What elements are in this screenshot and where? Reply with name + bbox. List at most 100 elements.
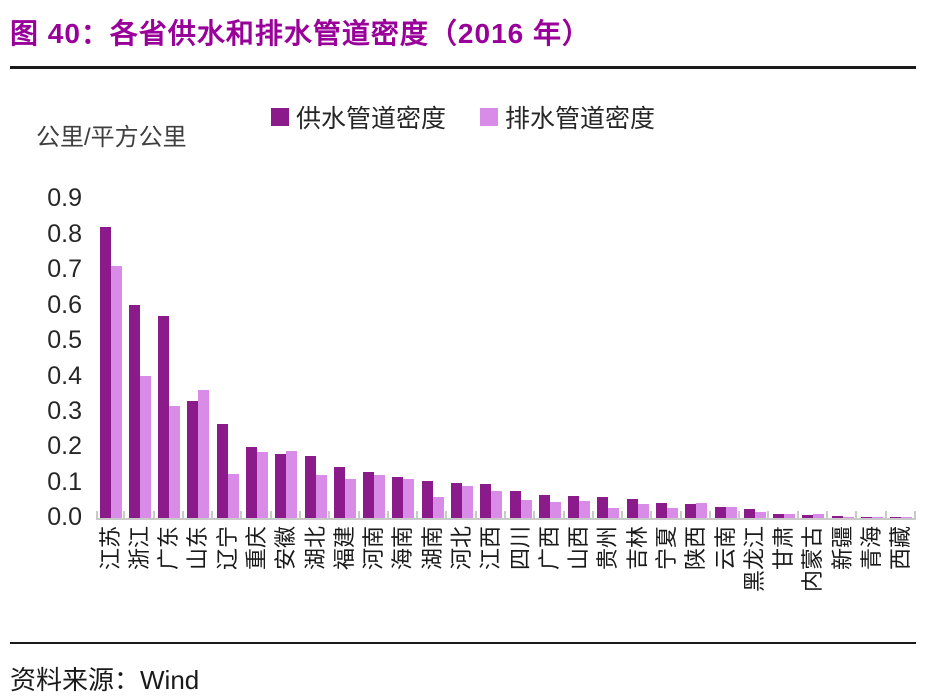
x-tick-label: 福建 [331, 526, 357, 571]
bar-group [799, 199, 829, 518]
bar [304, 455, 316, 518]
bar [275, 454, 287, 518]
bar [784, 513, 796, 518]
bar [773, 514, 785, 518]
bar [509, 491, 521, 518]
bar [315, 475, 327, 518]
bar-group [740, 199, 770, 518]
bar-group [477, 199, 507, 518]
x-tick-label: 西藏 [888, 526, 914, 571]
bar-group [447, 199, 477, 518]
bar [597, 496, 609, 518]
bar-group [272, 199, 302, 518]
x-tick-label: 重庆 [244, 526, 270, 571]
bar [139, 376, 151, 518]
source-label: 资料来源： [10, 666, 141, 695]
bar [421, 480, 433, 518]
y-tick-label: 0.0 [47, 503, 82, 532]
bar [480, 484, 492, 518]
x-axis-labels: 江苏 浙江 广东 山东 辽宁 重庆 安徽 湖北 福建 河南 海南 湖南 河北 江西 四川 广西 山西 贵州 吉林 宁夏… [96, 520, 916, 632]
bar [227, 473, 239, 518]
bar [344, 479, 356, 518]
source-divider [10, 642, 916, 644]
x-tick-label: 广东 [156, 526, 182, 571]
x-tick-label: 宁夏 [653, 526, 679, 571]
x-tick-label: 山东 [185, 526, 211, 571]
bar-group [96, 199, 126, 518]
bar-group [857, 199, 887, 518]
x-tick-label: 黑龙江 [741, 526, 767, 593]
bar-group [360, 199, 390, 518]
bar [363, 471, 375, 518]
bar [198, 390, 210, 518]
bar-group [887, 199, 917, 518]
source-value: Wind [140, 665, 200, 695]
bar-group [418, 199, 448, 518]
bar-group [565, 199, 595, 518]
bar [520, 500, 532, 518]
bar [637, 503, 649, 518]
bar [568, 495, 580, 518]
bar-group [652, 199, 682, 518]
bar [860, 516, 872, 518]
y-axis-unit-label: 公里/平方公里 [36, 124, 187, 151]
bar [403, 479, 415, 518]
bar [538, 494, 550, 518]
plot-wrap: 0.9 0.8 0.7 0.6 0.5 0.4 0.3 0.2 0.1 0.0 江苏 浙江 广东 山东辽… [10, 184, 917, 632]
bar [333, 466, 345, 518]
x-tick-label: 云南 [712, 526, 738, 571]
supply-series-label: 供水管道密度 [295, 105, 446, 133]
bar [158, 315, 170, 518]
bar [451, 482, 463, 518]
x-tick-label: 新疆 [829, 526, 855, 571]
x-tick-label: 陕西 [683, 526, 709, 571]
bar-chart: 公里/平方公里 供水管道密度 排水管道密度 0.9 0.8 0.7 0.6 0.5 0.4… [10, 77, 917, 632]
bar [608, 508, 620, 518]
bar-group [242, 199, 272, 518]
bar [714, 507, 726, 518]
bar [549, 502, 561, 518]
x-tick-label: 河南 [361, 526, 387, 571]
bar [99, 227, 111, 518]
y-tick-label: 0.2 [47, 432, 82, 461]
bar [187, 401, 199, 518]
x-tick-label: 江西 [478, 526, 504, 571]
bar-group [506, 199, 536, 518]
x-tick-label: 甘肃 [771, 526, 797, 571]
x-tick-label: 山西 [566, 526, 592, 571]
y-tick-label: 0.7 [47, 255, 82, 284]
figure-title: 图 40：各省供水和排水管道密度（2016 年） [10, 18, 591, 49]
legend-item-supply: 供水管道密度 [270, 99, 446, 135]
bar [432, 496, 444, 518]
title-divider [10, 66, 916, 69]
bar-group [682, 199, 712, 518]
bar [110, 266, 122, 518]
bar [655, 503, 667, 518]
x-tick-label: 内蒙古 [800, 526, 826, 593]
chart-legend: 供水管道密度 排水管道密度 [10, 77, 916, 135]
bar [802, 515, 814, 518]
figure-page: 图 40：各省供水和排水管道密度（2016 年） 公里/平方公里 供水管道密度 … [10, 18, 917, 695]
bar [257, 452, 269, 518]
plot-area [96, 199, 917, 520]
bar [392, 477, 404, 518]
bar [725, 507, 737, 518]
source-row: 资料来源：Wind [10, 652, 916, 697]
bar-group [711, 199, 741, 518]
x-tick-label: 湖南 [419, 526, 445, 571]
bar [754, 512, 766, 518]
bar [216, 424, 228, 518]
bar-group [155, 199, 185, 518]
bar-group [330, 199, 360, 518]
bar [246, 447, 258, 518]
x-tick-label: 安徽 [273, 526, 299, 571]
bar [626, 498, 638, 518]
bar-group [623, 199, 653, 518]
y-tick-label: 0.9 [47, 184, 82, 213]
x-tick-label: 辽宁 [214, 526, 240, 571]
y-tick-label: 0.4 [47, 361, 82, 390]
drainage-series-swatch [480, 108, 498, 126]
bar-group [213, 199, 243, 518]
bar [831, 515, 843, 518]
y-tick-label: 0.8 [47, 219, 82, 248]
